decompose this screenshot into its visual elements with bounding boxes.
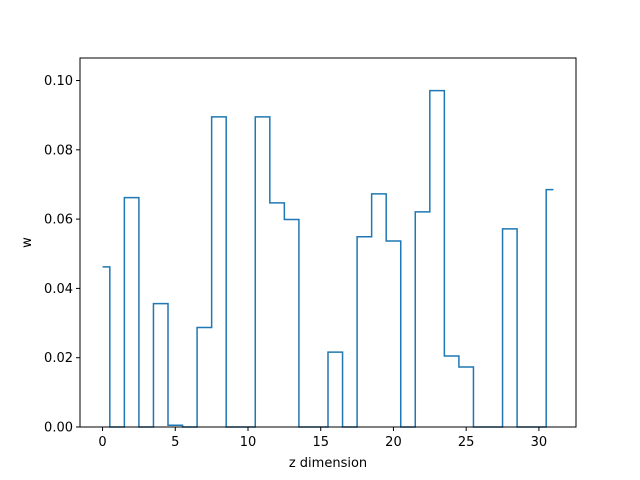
y-axis: 0.00 0.02 0.04 0.06 0.08 0.10 <box>44 74 80 436</box>
x-tick-label: 10 <box>240 435 257 450</box>
x-tick-label: 30 <box>531 435 548 450</box>
y-axis-label: w <box>20 237 35 248</box>
series-line-0 <box>102 89 554 428</box>
x-tick-label: 15 <box>312 435 329 450</box>
y-tick-label: 0.10 <box>44 74 73 89</box>
plot-series-group <box>102 89 554 428</box>
y-tick-label: 0.08 <box>44 143 73 158</box>
y-tick-label: 0.06 <box>44 213 73 228</box>
x-axis-label: z dimension <box>289 456 367 471</box>
x-tick-label: 0 <box>98 435 106 450</box>
y-tick-label: 0.02 <box>44 351 73 366</box>
plot-frame <box>79 57 577 428</box>
y-tick-label: 0.00 <box>44 421 73 436</box>
y-tick-label: 0.04 <box>44 282 73 297</box>
x-tick-label: 5 <box>171 435 179 450</box>
x-tick-label: 25 <box>458 435 475 450</box>
x-axis: 0 5 10 15 20 25 30 <box>98 427 547 450</box>
x-tick-label: 20 <box>385 435 402 450</box>
